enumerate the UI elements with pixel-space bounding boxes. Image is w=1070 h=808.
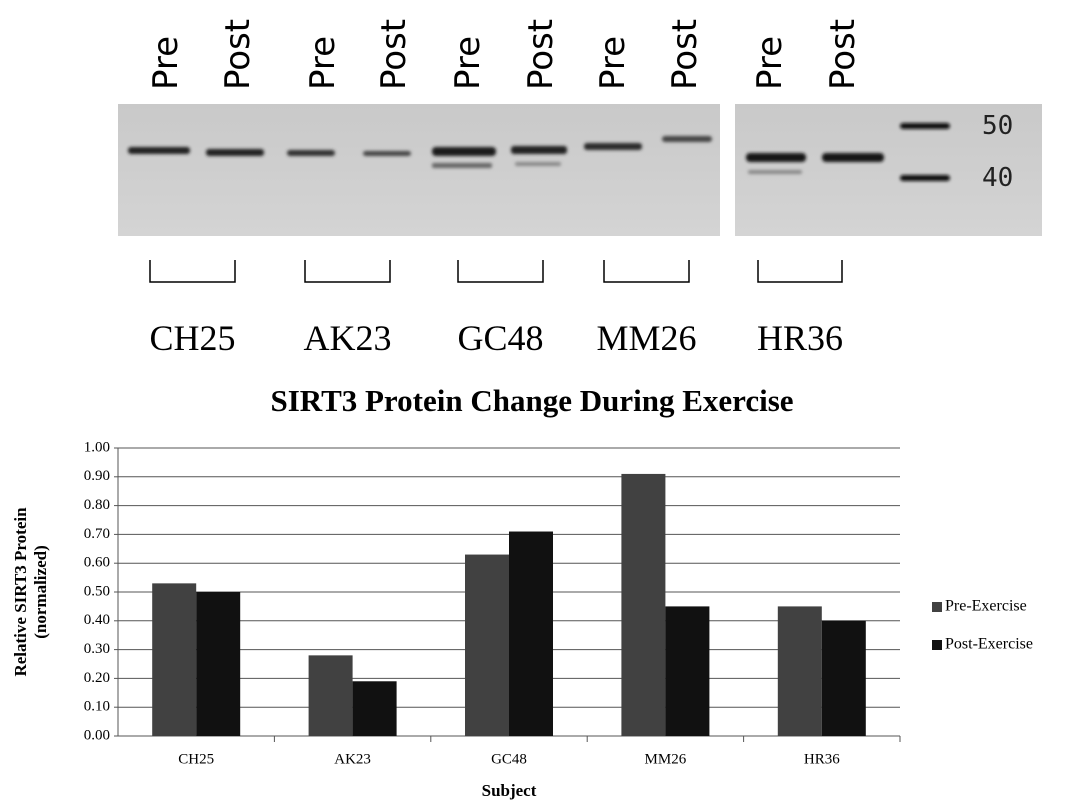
bar [822, 621, 866, 736]
lane-label: Pre [146, 36, 186, 90]
bar [509, 532, 553, 736]
x-tick-label: HR36 [804, 751, 840, 767]
bracket [604, 260, 689, 282]
y-tick-label: 0.10 [84, 699, 110, 715]
chart-title: SIRT3 Protein Change During Exercise [270, 383, 793, 418]
y-tick-label: 0.60 [84, 555, 110, 571]
lane-label: Post [665, 19, 705, 90]
blot-panel [118, 104, 720, 236]
lane-labels: Pre Post Pre Post Pre Post Pre Post Pre Post [146, 19, 863, 90]
y-tick-label: 0.30 [84, 641, 110, 657]
legend-swatch [932, 602, 942, 612]
legend-swatch [932, 640, 942, 650]
y-axis-label: (normalized) [31, 545, 50, 638]
blot-image: 50 40 [118, 104, 1042, 236]
y-tick-label: 0.40 [84, 612, 110, 628]
bar [196, 592, 240, 736]
marker-label: 40 [982, 163, 1013, 193]
y-tick-label: 0.00 [84, 727, 110, 743]
bracket [150, 260, 235, 282]
marker-label: 50 [982, 111, 1013, 141]
bracket [758, 260, 842, 282]
subject-label: HR36 [757, 318, 843, 358]
legend-label: Post-Exercise [945, 636, 1033, 653]
bar [309, 655, 353, 736]
bar [465, 555, 509, 736]
x-tick-label: MM26 [645, 751, 687, 767]
bar [621, 474, 665, 736]
x-tick-label: AK23 [334, 751, 371, 767]
subject-label: GC48 [457, 318, 543, 358]
lane-label: Post [521, 19, 561, 90]
bracket [458, 260, 543, 282]
y-tick-label: 0.50 [84, 583, 110, 599]
lane-label: Pre [593, 36, 633, 90]
legend-label: Pre-Exercise [945, 598, 1027, 615]
x-tick-label: CH25 [178, 751, 214, 767]
x-axis-label: Subject [482, 781, 537, 800]
bracket [305, 260, 390, 282]
y-tick-label: 0.20 [84, 670, 110, 686]
bar-chart: 0.00 0.10 0.20 0.30 0.40 0.50 0.60 0.70 0.80 0.90… [84, 439, 1033, 767]
subject-label: AK23 [304, 318, 392, 358]
lane-label: Post [823, 19, 863, 90]
bar [353, 681, 397, 736]
bar [152, 583, 196, 736]
lane-label: Pre [750, 36, 790, 90]
y-axis-label: Relative SIRT3 Protein [11, 507, 30, 677]
subject-labels: CH25 AK23 GC48 MM26 HR36 [149, 260, 843, 358]
lane-label: Pre [303, 36, 343, 90]
subject-label: CH25 [149, 318, 235, 358]
subject-label: MM26 [596, 318, 696, 358]
y-tick-label: 0.80 [84, 497, 110, 513]
bar [665, 606, 709, 736]
lane-label: Post [374, 19, 414, 90]
y-tick-label: 1.00 [84, 439, 110, 455]
y-tick-label: 0.70 [84, 526, 110, 542]
bar [778, 606, 822, 736]
y-tick-label: 0.90 [84, 468, 110, 484]
x-tick-label: GC48 [491, 751, 527, 767]
lane-label: Post [218, 19, 258, 90]
figure: 50 40 Pre Post Pre Post Pre Post Pre Post Pre Pos… [0, 0, 1070, 808]
lane-label: Pre [448, 36, 488, 90]
